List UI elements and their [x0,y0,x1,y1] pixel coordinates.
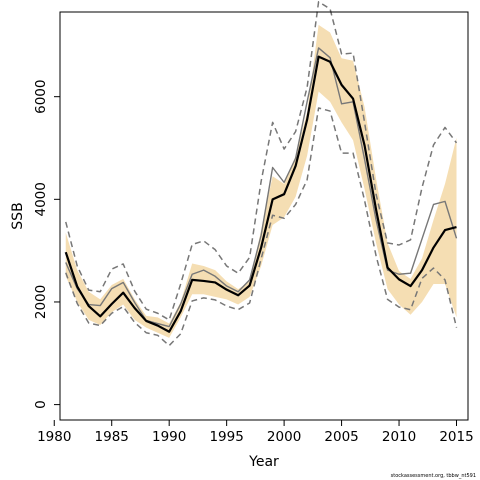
upper-dashed-line [65,0,458,321]
x-tick-label: 1980 [37,429,71,445]
plot-layer [64,0,458,347]
x-tick-label: 2005 [324,429,358,445]
x-tick-label: 1990 [152,429,186,445]
y-tick-label: 4000 [33,182,49,216]
x-tick-label: 2015 [439,429,473,445]
x-tick-label: 2000 [267,429,301,445]
x-axis: 1980 1985 1990 1995 2000 2005 2010 2015 [37,420,474,445]
confidence-band [65,24,457,338]
credit-text: stockassessment.org, tbbw_nt591 [391,473,476,479]
y-tick-label: 2000 [33,285,49,319]
x-tick-label: 1995 [209,429,243,445]
estimate-line [64,55,457,333]
y-axis: 0 2000 4000 6000 [33,80,60,409]
plot-frame [59,11,469,421]
x-tick-label: 1985 [95,429,129,445]
lower-dashed-line [65,107,458,347]
y-tick-label: 6000 [33,80,49,114]
y-tick-label: 0 [33,400,49,409]
y-axis-title: SSB [10,202,26,229]
x-axis-title: Year [248,454,279,470]
x-tick-label: 2010 [382,429,416,445]
